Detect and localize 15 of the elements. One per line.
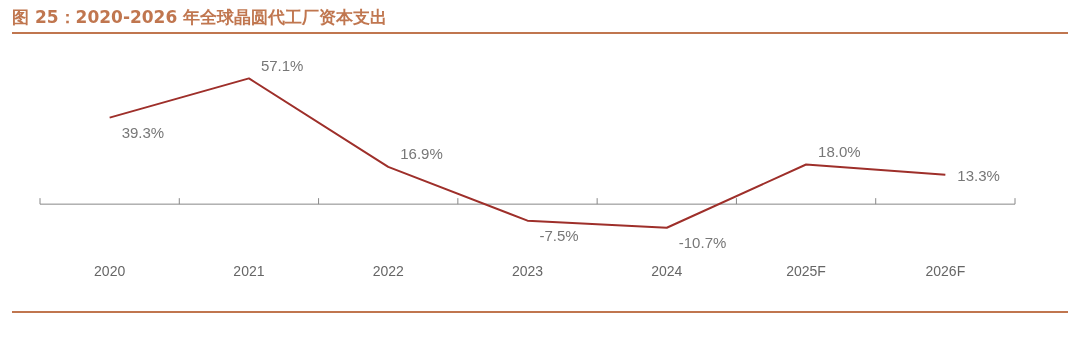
chart-title: 图 25：2020-2026 年全球晶圆代工厂资本支出 <box>12 6 388 29</box>
x-tick-label: 2023 <box>511 263 544 280</box>
data-label: 18.0% <box>818 142 861 160</box>
data-label: 13.3% <box>957 167 1000 184</box>
data-label: 16.9% <box>400 145 443 163</box>
x-tick-label: 2026F <box>925 263 966 280</box>
data-label: 57.1% <box>260 56 304 74</box>
x-tick-label: 2025F <box>786 263 826 280</box>
x-tick-label: 2022 <box>372 263 404 280</box>
x-tick-label: 2020 <box>94 263 126 280</box>
data-label: -10.7% <box>678 233 727 251</box>
x-tick-label: 2021 <box>233 263 265 280</box>
data-label: -7.5% <box>539 226 579 244</box>
data-label: 39.3% <box>121 123 165 141</box>
x-tick-label: 2024 <box>651 263 683 280</box>
